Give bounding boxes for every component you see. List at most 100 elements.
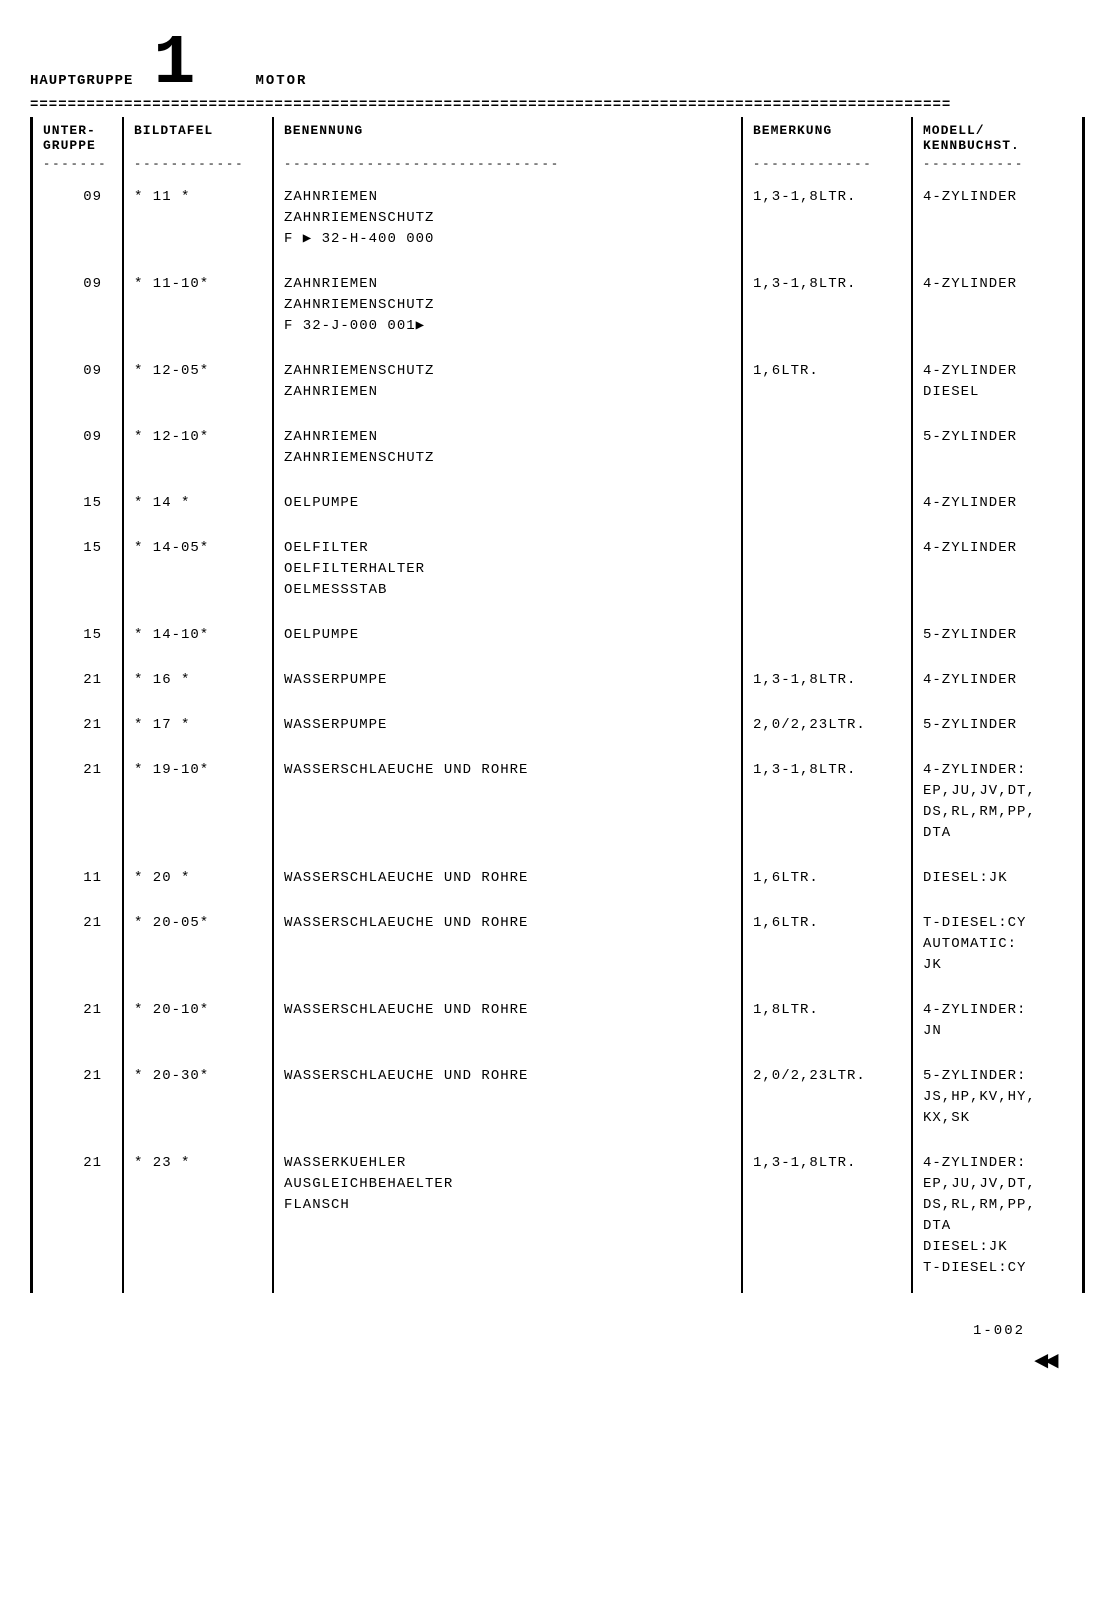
benennung-cell: WASSERPUMPE bbox=[273, 705, 742, 750]
col-header-bemerkung: BEMERKUNG bbox=[742, 117, 912, 157]
bemerkung-cell bbox=[742, 483, 912, 528]
table-row: 21* 16 *WASSERPUMPE1,3-1,8LTR.4-ZYLINDER bbox=[33, 660, 1082, 705]
table-row: 11* 20 *WASSERSCHLAEUCHE UND ROHRE1,6LTR… bbox=[33, 858, 1082, 903]
col-header-line: GRUPPE bbox=[43, 138, 96, 153]
parts-table: UNTER- GRUPPE BILDTAFEL BENENNUNG BEMERK… bbox=[33, 117, 1082, 1293]
bemerkung-cell: 1,3-1,8LTR. bbox=[742, 660, 912, 705]
table-row: 15* 14 *OELPUMPE 4-ZYLINDER bbox=[33, 483, 1082, 528]
bildtafel-cell: * 23 * bbox=[123, 1143, 273, 1293]
page-number: 1-002 bbox=[973, 1323, 1025, 1339]
hauptgruppe-label: HAUPTGRUPPE bbox=[30, 73, 133, 89]
bemerkung-cell: 1,3-1,8LTR. bbox=[742, 264, 912, 351]
group-number: 1 bbox=[153, 40, 195, 89]
col-header-line: MODELL/ bbox=[923, 123, 985, 138]
modell-cell: 4-ZYLINDER DIESEL bbox=[912, 351, 1082, 417]
col-header-modell: MODELL/ KENNBUCHST. bbox=[912, 117, 1082, 157]
table-row: 21* 19-10*WASSERSCHLAEUCHE UND ROHRE1,3-… bbox=[33, 750, 1082, 858]
group-title: MOTOR bbox=[255, 73, 307, 89]
bildtafel-cell: * 20-05* bbox=[123, 903, 273, 990]
modell-cell: T-DIESEL:CY AUTOMATIC: JK bbox=[912, 903, 1082, 990]
benennung-cell: WASSERSCHLAEUCHE UND ROHRE bbox=[273, 1056, 742, 1143]
bildtafel-cell: * 20-30* bbox=[123, 1056, 273, 1143]
modell-cell: 5-ZYLINDER: JS,HP,KV,HY, KX,SK bbox=[912, 1056, 1082, 1143]
modell-cell: 5-ZYLINDER bbox=[912, 417, 1082, 483]
benennung-cell: ZAHNRIEMEN ZAHNRIEMENSCHUTZ F ▶ 32-H-400… bbox=[273, 177, 742, 264]
table-row: 21* 20-05*WASSERSCHLAEUCHE UND ROHRE1,6L… bbox=[33, 903, 1082, 990]
table-row: 09* 12-05*ZAHNRIEMENSCHUTZ ZAHNRIEMEN1,6… bbox=[33, 351, 1082, 417]
table-row: 21* 17 *WASSERPUMPE2,0/2,23LTR.5-ZYLINDE… bbox=[33, 705, 1082, 750]
modell-cell: 4-ZYLINDER: EP,JU,JV,DT, DS,RL,RM,PP, DT… bbox=[912, 750, 1082, 858]
bildtafel-cell: * 11 * bbox=[123, 177, 273, 264]
header-underline-row: ------- ------------ -------------------… bbox=[33, 157, 1082, 177]
table-row: 15* 14-10*OELPUMPE 5-ZYLINDER bbox=[33, 615, 1082, 660]
benennung-cell: ZAHNRIEMENSCHUTZ ZAHNRIEMEN bbox=[273, 351, 742, 417]
table-body: 09* 11 *ZAHNRIEMEN ZAHNRIEMENSCHUTZ F ▶ … bbox=[33, 177, 1082, 1293]
bemerkung-cell: 2,0/2,23LTR. bbox=[742, 1056, 912, 1143]
benennung-cell: OELPUMPE bbox=[273, 483, 742, 528]
bildtafel-cell: * 14-05* bbox=[123, 528, 273, 615]
page-header: HAUPTGRUPPE 1 MOTOR bbox=[30, 40, 1085, 89]
dash-divider: ------------- bbox=[742, 157, 912, 177]
bemerkung-cell bbox=[742, 528, 912, 615]
bildtafel-cell: * 11-10* bbox=[123, 264, 273, 351]
page-footer: 1-002 bbox=[30, 1323, 1085, 1339]
dash-divider: ----------- bbox=[912, 157, 1082, 177]
footer-arrows-row: ◄◄ bbox=[30, 1349, 1085, 1376]
bildtafel-cell: * 20 * bbox=[123, 858, 273, 903]
bemerkung-cell: 1,3-1,8LTR. bbox=[742, 177, 912, 264]
benennung-cell: WASSERPUMPE bbox=[273, 660, 742, 705]
bemerkung-cell: 1,6LTR. bbox=[742, 351, 912, 417]
untergruppe-cell: 15 bbox=[33, 483, 123, 528]
bemerkung-cell bbox=[742, 615, 912, 660]
untergruppe-cell: 21 bbox=[33, 1143, 123, 1293]
benennung-cell: WASSERSCHLAEUCHE UND ROHRE bbox=[273, 750, 742, 858]
benennung-cell: ZAHNRIEMEN ZAHNRIEMENSCHUTZ F 32-J-000 0… bbox=[273, 264, 742, 351]
untergruppe-cell: 09 bbox=[33, 264, 123, 351]
bildtafel-cell: * 12-10* bbox=[123, 417, 273, 483]
modell-cell: 4-ZYLINDER: EP,JU,JV,DT, DS,RL,RM,PP, DT… bbox=[912, 1143, 1082, 1293]
dash-divider: ------------------------------ bbox=[273, 157, 742, 177]
untergruppe-cell: 09 bbox=[33, 351, 123, 417]
modell-cell: 4-ZYLINDER bbox=[912, 177, 1082, 264]
untergruppe-cell: 15 bbox=[33, 528, 123, 615]
col-header-line: KENNBUCHST. bbox=[923, 138, 1020, 153]
bemerkung-cell: 1,6LTR. bbox=[742, 858, 912, 903]
bemerkung-cell: 1,8LTR. bbox=[742, 990, 912, 1056]
modell-cell: 4-ZYLINDER bbox=[912, 528, 1082, 615]
untergruppe-cell: 15 bbox=[33, 615, 123, 660]
benennung-cell: OELFILTER OELFILTERHALTER OELMESSSTAB bbox=[273, 528, 742, 615]
col-header-untergruppe: UNTER- GRUPPE bbox=[33, 117, 123, 157]
modell-cell: DIESEL:JK bbox=[912, 858, 1082, 903]
col-header-bildtafel: BILDTAFEL bbox=[123, 117, 273, 157]
untergruppe-cell: 21 bbox=[33, 990, 123, 1056]
bildtafel-cell: * 12-05* bbox=[123, 351, 273, 417]
modell-cell: 4-ZYLINDER bbox=[912, 483, 1082, 528]
benennung-cell: WASSERSCHLAEUCHE UND ROHRE bbox=[273, 903, 742, 990]
benennung-cell: WASSERSCHLAEUCHE UND ROHRE bbox=[273, 858, 742, 903]
bildtafel-cell: * 14-10* bbox=[123, 615, 273, 660]
benennung-cell: OELPUMPE bbox=[273, 615, 742, 660]
modell-cell: 5-ZYLINDER bbox=[912, 705, 1082, 750]
benennung-cell: ZAHNRIEMEN ZAHNRIEMENSCHUTZ bbox=[273, 417, 742, 483]
divider-top: ========================================… bbox=[30, 97, 1085, 113]
untergruppe-cell: 21 bbox=[33, 903, 123, 990]
bildtafel-cell: * 14 * bbox=[123, 483, 273, 528]
untergruppe-cell: 11 bbox=[33, 858, 123, 903]
bemerkung-cell: 1,3-1,8LTR. bbox=[742, 750, 912, 858]
modell-cell: 4-ZYLINDER: JN bbox=[912, 990, 1082, 1056]
modell-cell: 4-ZYLINDER bbox=[912, 264, 1082, 351]
bildtafel-cell: * 19-10* bbox=[123, 750, 273, 858]
bildtafel-cell: * 16 * bbox=[123, 660, 273, 705]
parts-table-container: UNTER- GRUPPE BILDTAFEL BENENNUNG BEMERK… bbox=[30, 117, 1085, 1293]
table-row: 09* 11-10*ZAHNRIEMEN ZAHNRIEMENSCHUTZ F … bbox=[33, 264, 1082, 351]
table-row: 21* 20-10*WASSERSCHLAEUCHE UND ROHRE1,8L… bbox=[33, 990, 1082, 1056]
bemerkung-cell bbox=[742, 417, 912, 483]
modell-cell: 5-ZYLINDER bbox=[912, 615, 1082, 660]
modell-cell: 4-ZYLINDER bbox=[912, 660, 1082, 705]
bildtafel-cell: * 20-10* bbox=[123, 990, 273, 1056]
bemerkung-cell: 2,0/2,23LTR. bbox=[742, 705, 912, 750]
bildtafel-cell: * 17 * bbox=[123, 705, 273, 750]
benennung-cell: WASSERSCHLAEUCHE UND ROHRE bbox=[273, 990, 742, 1056]
benennung-cell: WASSERKUEHLER AUSGLEICHBEHAELTER FLANSCH bbox=[273, 1143, 742, 1293]
table-row: 09* 12-10*ZAHNRIEMEN ZAHNRIEMENSCHUTZ5-Z… bbox=[33, 417, 1082, 483]
